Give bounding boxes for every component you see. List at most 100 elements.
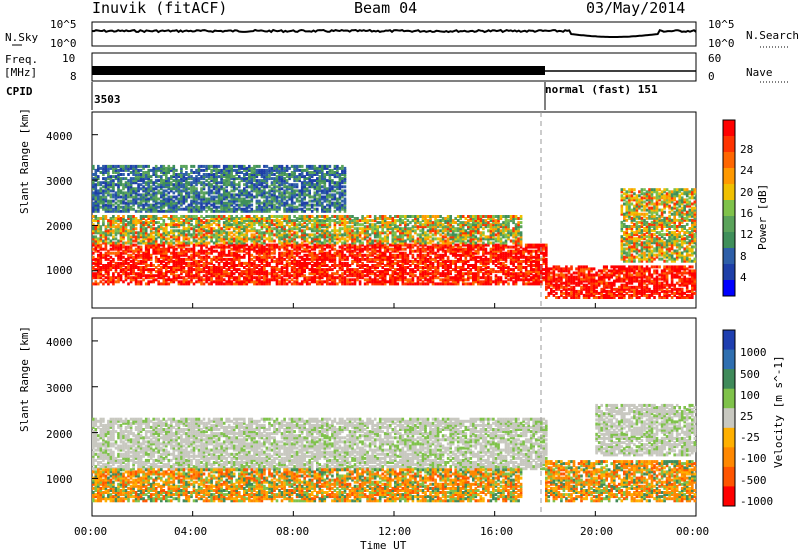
data-cell-band-0 (288, 272, 291, 276)
data-cell-band-0 (310, 272, 314, 276)
data-cell-band-1 (482, 231, 485, 235)
data-cell-band-1 (404, 221, 407, 225)
data-cell-band-0 (142, 253, 145, 257)
data-cell-band-0 (202, 270, 206, 274)
data-cell-band-0 (331, 257, 334, 261)
data-cell-band-0 (107, 268, 110, 272)
data-cell-band-0 (331, 253, 334, 257)
data-cell-band-0 (326, 264, 329, 267)
data-cell-band-1 (431, 237, 435, 241)
data-cell-band-0 (240, 280, 244, 284)
data-cell-band-0 (139, 259, 143, 263)
data-cell-band-0 (172, 251, 176, 255)
data-cell-band-0 (310, 266, 314, 269)
data-cell-band-0 (180, 253, 183, 257)
data-cell-band-0 (351, 243, 354, 247)
y-tick-1000-bottom: 1000 (46, 473, 73, 486)
data-cell-band-0 (190, 253, 193, 257)
data-cell-band-0 (461, 278, 465, 282)
data-cell-band-0 (373, 282, 377, 286)
data-cell-band-0 (467, 282, 470, 286)
data-cell-band-2 (112, 175, 115, 179)
data-cell-band-0 (373, 274, 377, 278)
data-cell-band-1 (104, 239, 108, 243)
data-cell-band-0 (94, 261, 98, 265)
data-cell-band-0 (353, 247, 357, 251)
data-cell-band-0 (336, 276, 339, 280)
data-cell-band-0 (331, 255, 334, 259)
data-cell-band-0 (351, 282, 354, 286)
data-cell-band-0 (524, 266, 528, 269)
data-cell-band-0 (243, 266, 246, 269)
data-cell-band-0 (482, 272, 485, 276)
data-cell-band-1 (371, 223, 374, 227)
data-cell-band-2 (139, 173, 143, 176)
data-cell-band-0 (220, 270, 223, 274)
data-cell-band-0 (467, 272, 470, 276)
data-cell-band-1 (94, 241, 98, 245)
data-cell-band-1 (338, 237, 342, 241)
data-cell-band-1 (132, 223, 135, 227)
data-cell-band-0 (170, 266, 173, 269)
data-cell-band-2 (149, 193, 153, 197)
data-cell-band-0 (298, 251, 301, 255)
data-cell-band-0 (290, 253, 294, 257)
data-cell-band-0 (280, 266, 284, 269)
data-cell-band-1 (104, 217, 108, 220)
data-cell-band-0 (414, 282, 417, 286)
data-cell-band-1 (399, 227, 402, 231)
data-cell-band-0 (529, 264, 533, 267)
data-cell-band-0 (180, 272, 183, 276)
data-cell-band-0 (124, 274, 128, 278)
data-cell-band-0 (243, 253, 246, 257)
data-cell-band-0 (190, 276, 193, 280)
data-cell-band-0 (378, 261, 382, 265)
data-cell-band-0 (484, 272, 488, 276)
data-cell-band-1 (484, 219, 488, 223)
data-cell-band-1 (119, 217, 123, 220)
data-cell-band-1 (94, 231, 98, 235)
data-cell-band-0 (497, 245, 500, 249)
data-cell-band-0 (122, 255, 125, 259)
data-cell-band-0 (238, 282, 241, 286)
data-cell-band-0 (97, 264, 100, 267)
data-cell-band-0 (351, 249, 354, 253)
data-cell-band-0 (265, 264, 269, 267)
data-cell-band-0 (331, 264, 334, 267)
data-cell-band-0 (170, 278, 173, 282)
data-cell-band-1 (220, 227, 223, 231)
data-cell-band-2 (157, 179, 160, 183)
data-cell-band-1 (391, 217, 395, 220)
data-cell-band-0 (147, 253, 150, 257)
data-cell-band-0 (461, 274, 465, 278)
data-cell-band-0 (494, 247, 498, 251)
data-cell-band-0 (253, 276, 256, 280)
data-cell-band-0 (147, 251, 150, 255)
data-cell-band-1 (129, 229, 133, 233)
data-cell-band-0 (396, 272, 400, 276)
data-cell-band-0 (343, 270, 347, 274)
data-cell-band-0 (484, 255, 488, 259)
data-cell-band-0 (270, 245, 274, 249)
data-cell-band-0 (308, 278, 311, 282)
data-cell-band-0 (456, 282, 460, 286)
data-cell-band-0 (366, 257, 369, 261)
data-cell-band-0 (461, 276, 465, 280)
data-cell-band-0 (202, 264, 206, 267)
data-cell-band-0 (273, 259, 276, 263)
data-cell-band-0 (441, 266, 445, 269)
data-cell-band-1 (454, 227, 457, 231)
data-cell-band-0 (401, 270, 405, 274)
data-cell-band-0 (348, 280, 352, 284)
data-cell-band-0 (295, 282, 299, 286)
data-cell-band-0 (149, 270, 153, 274)
data-cell-band-1 (114, 227, 118, 231)
data-cell-band-0 (182, 249, 186, 253)
data-cell-band-1 (202, 221, 206, 225)
data-cell-band-0 (431, 257, 435, 261)
data-cell-band-0 (519, 243, 523, 247)
data-cell-band-0 (532, 255, 535, 259)
data-cell-band-0 (240, 270, 244, 274)
data-cell-band-0 (537, 278, 540, 282)
data-cell-band-0 (205, 274, 208, 278)
